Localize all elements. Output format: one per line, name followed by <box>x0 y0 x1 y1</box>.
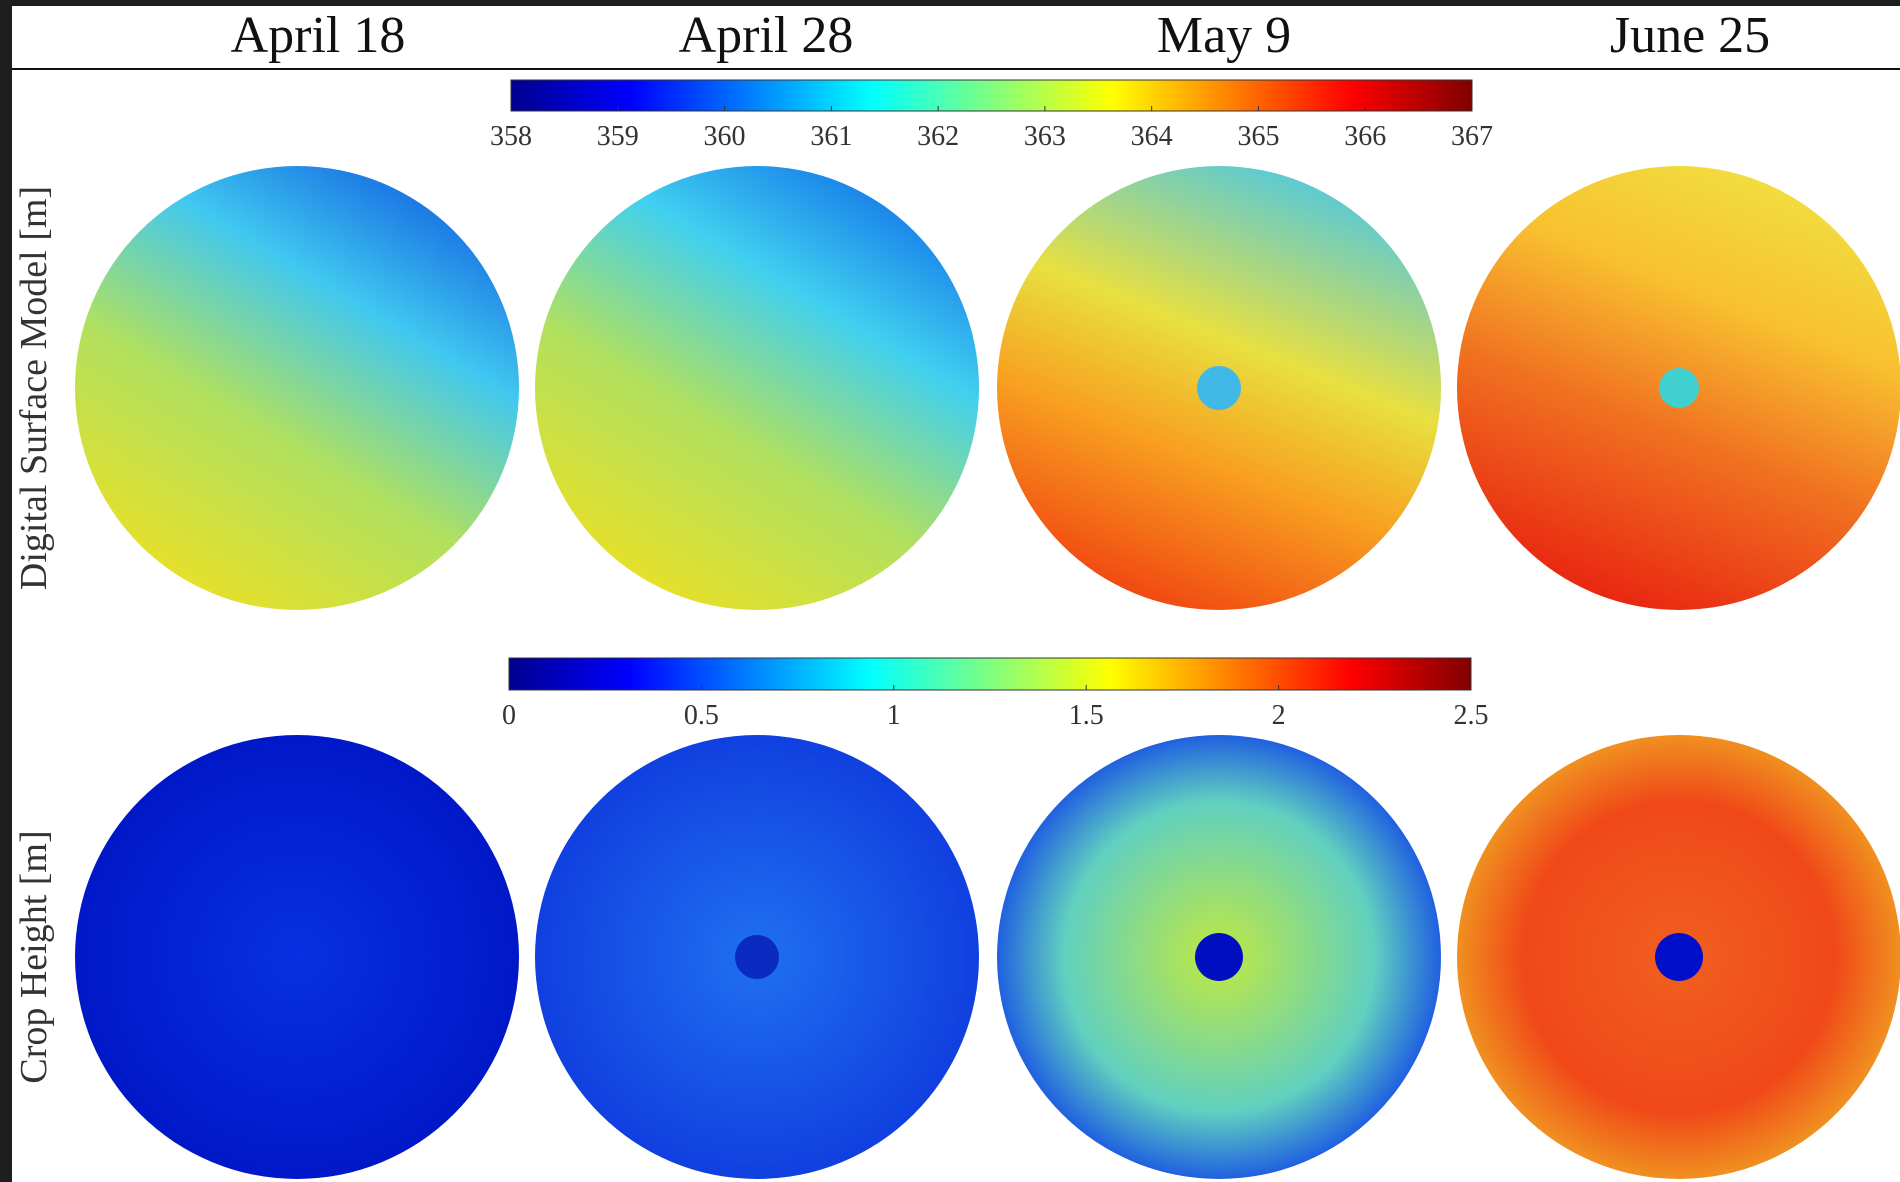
colorbar <box>509 658 1471 690</box>
colorbar-tick-label: 0.5 <box>684 700 719 731</box>
row-label: Digital Surface Model [m] <box>13 186 55 590</box>
colorbar-tick-label: 362 <box>917 121 959 152</box>
map <box>75 735 519 1179</box>
column-title: April 28 <box>679 7 854 64</box>
colorbar-tick-label: 358 <box>490 121 532 152</box>
colorbar-tick-label: 359 <box>597 121 639 152</box>
colorbar-tick-label: 1.5 <box>1069 700 1104 731</box>
map-center <box>1197 366 1241 410</box>
map-center <box>1655 933 1703 981</box>
colorbar-tick-label: 2.5 <box>1454 700 1489 731</box>
map-center <box>1195 933 1243 981</box>
column-title: May 9 <box>1157 7 1291 64</box>
colorbar-tick-label: 367 <box>1451 121 1493 152</box>
colorbar-tick-label: 1 <box>887 700 901 731</box>
map <box>535 166 979 610</box>
colorbar-tick-label: 365 <box>1237 121 1279 152</box>
row-label: Crop Height [m] <box>13 830 55 1083</box>
column-title: April 18 <box>231 7 406 64</box>
colorbar-tick-label: 361 <box>810 121 852 152</box>
colorbar-tick-label: 364 <box>1131 121 1173 152</box>
colorbar-tick-label: 366 <box>1344 121 1386 152</box>
column-title: June 25 <box>1610 7 1770 64</box>
colorbar-tick-label: 363 <box>1024 121 1066 152</box>
figure: April 18 April 28 May 9 June 25 Digital … <box>0 0 1900 1182</box>
colorbar-tick-label: 0 <box>502 700 516 731</box>
map <box>75 166 519 610</box>
map-center <box>735 935 779 979</box>
colorbar-tick-label: 2 <box>1272 700 1286 731</box>
map-center <box>1659 368 1699 408</box>
colorbar-tick-label: 360 <box>704 121 746 152</box>
colorbar <box>511 80 1472 111</box>
